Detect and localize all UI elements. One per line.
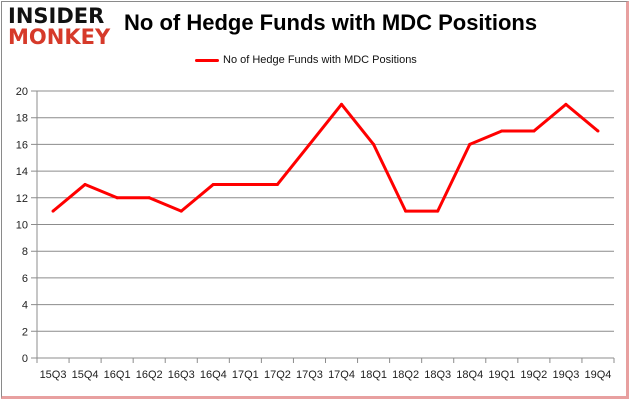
y-tick-label: 2 [22,326,28,338]
data-point [211,182,215,186]
data-point [307,142,311,146]
y-tick-label: 6 [22,273,28,285]
data-point [51,209,55,213]
data-point [468,142,472,146]
x-tick-label: 16Q1 [104,369,131,381]
x-tick-label: 18Q4 [456,369,483,381]
x-tick-label: 16Q2 [136,369,163,381]
data-point [83,182,87,186]
x-tick-label: 16Q4 [200,369,227,381]
y-tick-label: 12 [16,193,28,205]
data-point [532,129,536,133]
data-point [564,102,568,106]
y-tick-label: 8 [22,246,28,258]
x-tick-label: 16Q3 [168,369,195,381]
legend-label: No of Hedge Funds with MDC Positions [223,54,417,66]
x-tick-label: 15Q3 [40,369,67,381]
legend-swatch [195,58,219,62]
x-tick-label: 18Q2 [392,369,419,381]
data-point [115,196,119,200]
x-tick-label: 17Q2 [264,369,291,381]
y-tick-label: 10 [16,220,28,232]
y-tick-label: 18 [16,113,28,125]
data-point [372,142,376,146]
legend: No of Hedge Funds with MDC Positions [195,54,417,66]
y-tick-label: 16 [16,139,28,151]
chart-frame [1,1,629,399]
data-point [179,209,183,213]
x-tick-label: 19Q4 [585,369,612,381]
data-point [340,102,344,106]
x-tick-label: 18Q3 [424,369,451,381]
y-tick-label: 0 [22,353,28,365]
x-tick-label: 17Q3 [296,369,323,381]
x-tick-label: 19Q1 [488,369,515,381]
data-point [436,209,440,213]
logo-line2: MONKEY [8,25,111,49]
x-tick-label: 18Q1 [360,369,387,381]
data-point [275,182,279,186]
data-point [243,182,247,186]
x-tick-label: 19Q2 [520,369,547,381]
data-point [500,129,504,133]
x-tick-label: 15Q4 [72,369,99,381]
chart-title: No of Hedge Funds with MDC Positions [124,10,538,35]
y-tick-label: 20 [16,86,28,98]
logo-line1: INSIDER [8,4,105,28]
x-tick-label: 17Q1 [232,369,259,381]
y-tick-label: 4 [22,300,28,312]
data-point [596,129,600,133]
x-tick-label: 17Q4 [328,369,355,381]
data-point [147,196,151,200]
insider-monkey-logo: INSIDER MONKEY [8,6,110,48]
x-tick-label: 19Q3 [552,369,579,381]
data-point [404,209,408,213]
series-line [52,102,599,213]
y-tick-label: 14 [16,166,28,178]
